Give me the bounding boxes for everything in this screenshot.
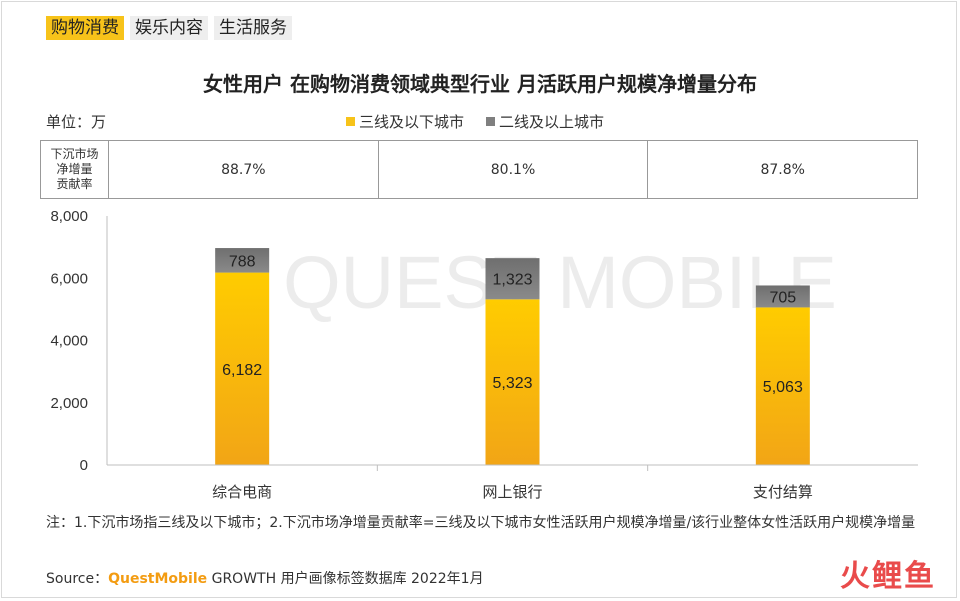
legend-swatch-upper-tier [486, 117, 496, 126]
x-tick-label: 支付结算 [753, 483, 813, 501]
contribution-header-line-2: 净增量 [56, 162, 93, 176]
contribution-table-header: 下沉市场 净增量 贡献率 [41, 141, 109, 198]
contribution-cell-ecommerce: 88.7% [109, 141, 379, 198]
y-tick-label: 2,000 [50, 395, 88, 412]
data-label: 788 [229, 253, 256, 270]
contribution-table: 下沉市场 净增量 贡献率 88.7% 80.1% 87.8% [40, 140, 918, 199]
contribution-header-line-3: 贡献率 [56, 177, 93, 191]
y-tick-label: 0 [80, 457, 88, 474]
bar-segment-lower-tier [755, 307, 810, 465]
category-tabs: 购物消费 娱乐内容 生活服务 [46, 16, 292, 40]
x-tick-label: 网上银行 [482, 483, 542, 501]
tab-shopping[interactable]: 购物消费 [46, 16, 124, 40]
corner-logo: 火鲤鱼 [840, 559, 936, 594]
tab-entertainment[interactable]: 娱乐内容 [130, 16, 208, 40]
contribution-cell-online-banking: 80.1% [379, 141, 649, 198]
source-text: GROWTH 用户画像标签数据库 2022年1月 [211, 571, 484, 587]
data-label: 5,063 [763, 379, 803, 396]
contribution-header-line-1: 下沉市场 [50, 147, 99, 161]
y-tick-label: 4,000 [50, 333, 88, 350]
source-brand: QuestMobile [108, 571, 208, 587]
footnote: 注：1.下沉市场指三线及以下城市；2.下沉市场净增量贡献率=三线及以下城市女性活… [46, 515, 916, 531]
bar-segment-upper-tier [215, 248, 270, 273]
y-tick-label: 6,000 [50, 270, 88, 287]
legend-swatch-lower-tier [346, 117, 355, 126]
chart-legend: 三线及以下城市 二线及以上城市 [346, 111, 604, 132]
bar-group: 6,182 788 5,323 1,323 5,063 705 [215, 248, 810, 465]
legend-label-lower-tier: 三线及以下城市 [359, 113, 465, 131]
bar-segment-upper-tier [485, 258, 540, 300]
data-label: 5,323 [492, 375, 532, 392]
chart-title: 女性用户 在购物消费领域典型行业 月活跃用户规模净增量分布 [203, 72, 757, 96]
y-axis: 0 2,000 4,000 6,000 8,000 [50, 208, 108, 474]
x-axis: 综合电商 网上银行 支付结算 [107, 464, 918, 501]
legend-item-lower-tier: 三线及以下城市 [346, 111, 464, 132]
unit-label: 单位：万 [46, 113, 107, 131]
bar-segment-upper-tier [755, 285, 810, 308]
legend-label-upper-tier: 二线及以上城市 [499, 113, 605, 131]
data-label: 705 [769, 289, 796, 306]
contribution-cell-payment: 87.8% [760, 161, 805, 178]
data-label: 1,323 [492, 272, 532, 289]
stacked-bar-chart: QUEST MOBILE 0 2,000 4,000 6,000 8,000 6,182… [50, 208, 918, 501]
bar-segment-lower-tier [485, 299, 540, 465]
bar-segment-lower-tier [215, 272, 270, 465]
y-tick-label: 8,000 [50, 208, 88, 225]
x-tick-label: 综合电商 [212, 483, 272, 501]
watermark: QUEST MOBILE [283, 241, 837, 324]
tab-life-services[interactable]: 生活服务 [214, 16, 292, 40]
legend-item-upper-tier: 二线及以上城市 [486, 111, 604, 132]
source-prefix: Source： [46, 571, 109, 587]
data-label: 6,182 [222, 362, 262, 379]
source-line: Source：QuestMobile GROWTH 用户画像标签数据库 2022… [46, 568, 484, 588]
